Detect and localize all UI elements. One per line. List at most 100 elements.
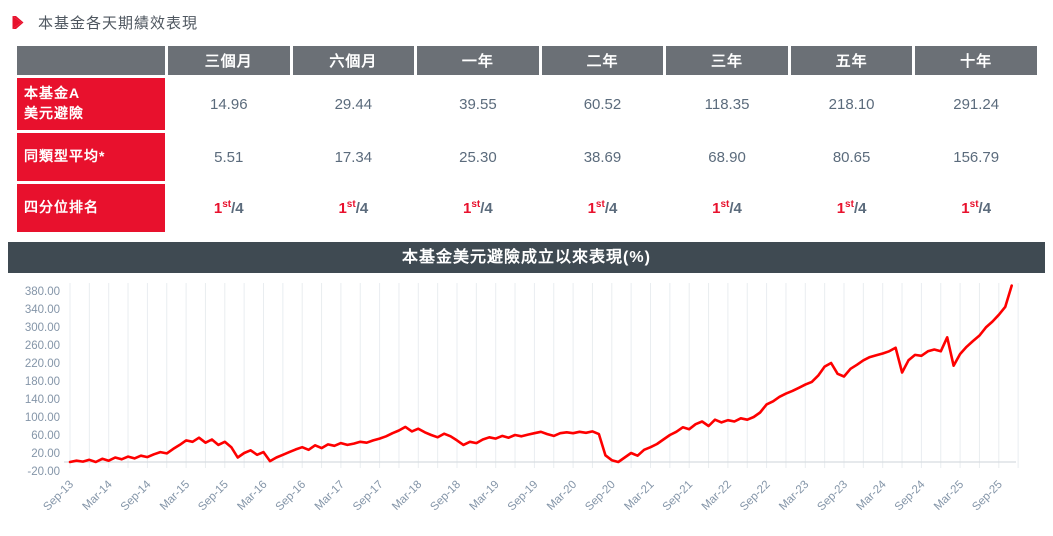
column-header: 三年 (666, 46, 788, 75)
x-axis-tick-label: Sep-23 (815, 479, 850, 514)
x-axis-tick-label: Mar-23 (777, 479, 811, 513)
quartile-rank: 1 (836, 200, 846, 217)
x-axis-tick-label: Mar-17 (313, 479, 347, 513)
x-axis-tick-label: Mar-14 (81, 478, 116, 513)
y-axis-tick-label: 260.00 (25, 340, 60, 352)
x-axis-tick-label: Mar-21 (622, 479, 656, 513)
x-axis-tick-label: Sep-14 (119, 478, 154, 513)
row-label-text: 美元避險 (24, 105, 84, 121)
quartile-rank-suffix: st (222, 199, 232, 210)
row-label-text: 本基金A (24, 85, 81, 102)
x-axis-tick-label: Sep-20 (583, 479, 618, 514)
quartile-denominator: /4 (729, 200, 742, 217)
row-label: 四分位排名 (17, 184, 165, 232)
x-axis-tick-label: Sep-15 (196, 479, 231, 514)
column-header: 十年 (915, 46, 1037, 75)
x-axis-tick-label: Sep-21 (661, 479, 696, 514)
column-header: 一年 (417, 46, 539, 75)
table-corner-cell (17, 46, 165, 75)
x-axis-tick-label: Mar-25 (932, 479, 966, 513)
quartile-rank: 1 (463, 200, 472, 217)
value-cell: 17.34 (292, 133, 415, 181)
quartile-rank-suffix: st (471, 199, 481, 210)
x-axis-tick-label: Mar-20 (545, 479, 579, 513)
value-cell: 80.65 (790, 133, 913, 181)
quartile-denominator: /4 (853, 200, 867, 217)
y-axis-tick-label: 300.00 (25, 322, 60, 334)
column-header: 三個月 (168, 46, 290, 75)
x-axis-tick-label: Mar-18 (390, 479, 424, 513)
y-axis-tick-label: 140.00 (25, 394, 60, 406)
chart-title: 本基金美元避險成立以來表現(%) (402, 249, 651, 266)
value-cell: 291.24 (915, 78, 1037, 130)
quartile-cell: 1st/4 (168, 184, 290, 232)
value-cell: 25.30 (417, 133, 539, 181)
x-axis-tick-label: Mar-16 (235, 479, 269, 513)
quartile-denominator: /4 (978, 200, 992, 217)
column-header: 六個月 (292, 46, 415, 75)
y-axis-tick-label: -20.00 (27, 466, 60, 478)
row-label-text: 四分位排名 (24, 199, 99, 216)
value-cell: 118.35 (666, 78, 788, 130)
x-axis-tick-label: Mar-22 (700, 479, 734, 513)
performance-line-series (68, 284, 1014, 464)
y-axis-tick-label: 380.00 (25, 286, 60, 298)
quartile-cell: 1st/4 (666, 184, 788, 232)
value-cell: 60.52 (541, 78, 664, 130)
quartile-rank-suffix: st (346, 199, 356, 210)
performance-table: 三個月 六個月 一年 二年 三年 五年 十年 本基金A 美元避險 14.96 29.44 39.55… (14, 43, 1040, 235)
x-axis-tick-label: Sep-25 (970, 479, 1005, 514)
x-axis-tick-label: Sep-16 (274, 479, 309, 514)
value-cell: 156.79 (915, 133, 1037, 181)
y-axis-tick-label: 220.00 (25, 358, 60, 370)
column-header: 二年 (541, 46, 664, 75)
quartile-rank: 1 (213, 200, 223, 217)
quartile-denominator: /4 (231, 200, 244, 217)
y-axis-tick-label: 180.00 (25, 376, 60, 388)
quartile-rank: 1 (338, 200, 347, 217)
value-cell: 218.10 (790, 78, 913, 130)
y-axis-tick-label: 100.00 (25, 412, 60, 424)
quartile-cell: 1st/4 (541, 184, 664, 232)
row-label-text: 同類型平均* (24, 148, 106, 165)
row-label: 本基金A 美元避險 (17, 78, 165, 130)
x-axis-tick-label: Mar-19 (468, 479, 502, 513)
table-row: 同類型平均* 5.51 17.34 25.30 38.69 68.90 80.65 156.7… (17, 133, 1037, 181)
quartile-denominator: /4 (480, 200, 493, 217)
value-cell: 29.44 (292, 78, 415, 130)
value-cell: 38.69 (541, 133, 664, 181)
table-row: 本基金A 美元避險 14.96 29.44 39.55 60.52 118.35 218.10… (17, 78, 1037, 130)
x-axis-tick-label: Sep-24 (893, 478, 928, 513)
quartile-cell: 1st/4 (417, 184, 539, 232)
quartile-cell: 1st/4 (790, 184, 913, 232)
table-row: 四分位排名 1st/4 1st/4 1st/4 1st/4 1st/4 1st/4 1st/4 (17, 184, 1037, 232)
x-axis-tick-label: Sep-18 (428, 479, 463, 514)
column-header: 五年 (790, 46, 913, 75)
value-cell: 14.96 (168, 78, 290, 130)
quartile-rank-suffix: st (595, 199, 605, 210)
page-title: 本基金各天期績效表現 (38, 14, 199, 32)
x-axis-tick-label: Sep-19 (506, 479, 541, 514)
x-axis-tick-label: Mar-15 (158, 479, 192, 513)
value-cell: 68.90 (666, 133, 788, 181)
x-axis-tick-label: Sep-22 (738, 479, 773, 514)
quartile-cell: 1st/4 (915, 184, 1037, 232)
quartile-rank: 1 (587, 200, 596, 217)
chart-title-bar: 本基金美元避險成立以來表現(%) (8, 242, 1045, 273)
red-chevron-icon (12, 15, 24, 29)
x-axis-tick-label: Sep-13 (41, 479, 76, 514)
section-header: 本基金各天期績效表現 (0, 0, 1053, 35)
quartile-cell: 1st/4 (292, 184, 415, 232)
quartile-rank: 1 (961, 200, 970, 217)
x-axis-tick-label: Mar-24 (855, 478, 890, 513)
quartile-denominator: /4 (604, 200, 618, 217)
y-axis-tick-label: 20.00 (31, 448, 60, 460)
y-axis-tick-label: 340.00 (25, 304, 60, 316)
quartile-rank: 1 (712, 200, 721, 217)
value-cell: 39.55 (417, 78, 539, 130)
quartile-rank-suffix: st (845, 199, 854, 210)
y-axis-tick-label: 60.00 (31, 430, 60, 442)
quartile-rank-suffix: st (969, 199, 979, 210)
quartile-rank-suffix: st (720, 199, 730, 210)
value-cell: 5.51 (168, 133, 290, 181)
